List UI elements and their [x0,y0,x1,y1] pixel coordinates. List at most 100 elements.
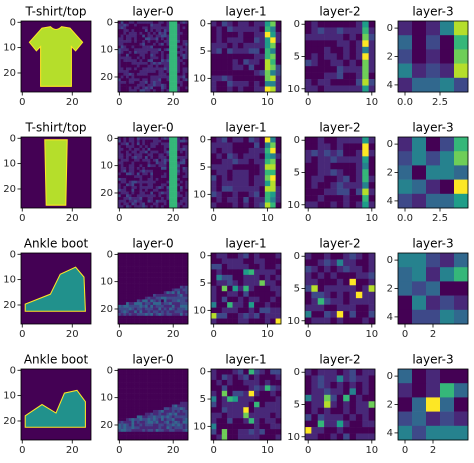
pixel [134,177,138,181]
pixel [150,307,154,311]
pixel [330,311,338,318]
pixel [179,404,183,408]
pixel [264,175,271,181]
pixel [134,261,138,265]
pixel [163,274,167,278]
pixel [131,21,135,25]
pixel [177,415,181,419]
pixel [126,412,130,416]
pixel [227,379,233,386]
pixel [136,83,140,87]
pixel [440,151,455,166]
pixel [150,269,154,273]
pixel [118,379,121,383]
pixel [139,426,143,430]
pixel [330,72,338,80]
pixel [155,382,159,386]
pixel [232,186,239,192]
pixel [128,177,132,181]
pixel [118,147,121,151]
pixel [136,175,140,179]
pixel [177,199,181,203]
pixel [153,307,156,311]
pixel [311,85,319,93]
pixel [166,191,170,195]
pixel [120,407,124,411]
pixel [264,253,271,259]
pixel [237,21,244,27]
pixel [166,382,170,386]
pixel [136,67,140,71]
pixel [216,75,223,82]
pixel [237,191,244,198]
pixel [128,296,132,300]
pixel [134,183,138,187]
pixel [139,371,143,375]
pixel [153,153,156,157]
pixel [139,142,143,146]
pixel [136,29,140,33]
pixel [131,37,135,41]
pixel [150,369,154,373]
pixel [166,255,170,259]
pixel [136,418,140,422]
pixel [185,437,189,441]
pixel [163,177,167,181]
pixel [144,437,148,441]
pixel [161,23,165,27]
pixel [128,255,132,259]
pixel [362,420,369,428]
pixel [182,156,186,160]
pixel [147,266,151,270]
pixel [147,415,151,419]
pixel [136,399,140,403]
pixel [324,311,331,318]
pixel [232,302,239,308]
pixel [131,388,135,392]
pixel [123,45,127,49]
pixel [123,202,127,206]
pixel [120,26,124,30]
pixel [147,253,151,257]
pixel [179,172,183,176]
pixel [324,369,331,376]
pixel [216,64,223,71]
pixel [123,48,127,52]
pixel [182,263,186,267]
pixel [177,147,181,151]
pixel [248,81,255,87]
pixel [123,429,127,433]
pixel [264,48,271,55]
pixel [158,70,162,74]
pixel [177,321,181,325]
pixel [440,49,455,64]
pixel [158,83,162,87]
pixel [171,29,175,33]
pixel [150,75,154,79]
pixel [139,70,143,74]
pixel [155,261,159,265]
pixel [254,153,260,160]
x-tick-label: 0 [211,97,217,108]
pixel [161,399,165,403]
pixel [264,31,271,38]
pixel [147,42,151,46]
pixel [227,390,233,397]
pixel [128,313,132,317]
pixel [142,399,146,403]
pixel [139,263,143,267]
pixel [126,167,130,171]
pixel [182,420,186,424]
pixel [343,401,350,409]
pixel [185,293,189,297]
pixel [147,161,151,165]
pixel [174,434,178,438]
pixel [243,142,249,149]
y-tick-label: 0 [10,133,16,144]
pixel [128,172,132,176]
pixel [158,205,162,209]
pixel [134,318,138,322]
pixel [169,412,173,416]
pixel [174,177,178,181]
pixel [275,186,282,192]
